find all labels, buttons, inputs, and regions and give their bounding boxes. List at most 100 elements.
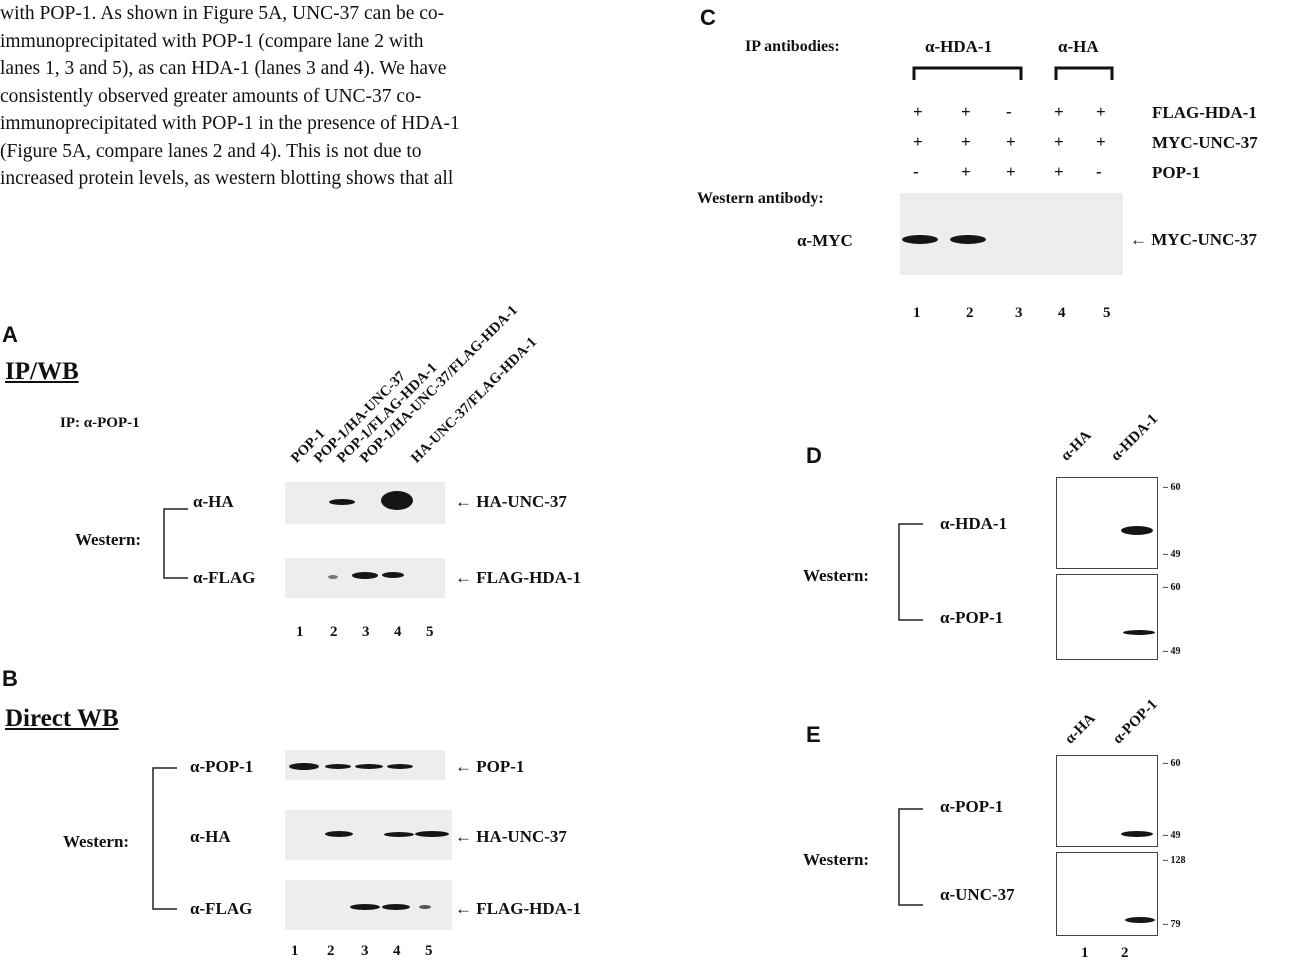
lane-number: 5	[1103, 305, 1111, 321]
band	[289, 763, 319, 770]
antibody-label: α-HDA-1	[940, 514, 1008, 533]
blot-b-ha	[285, 810, 452, 860]
lane-number: 2	[966, 305, 974, 321]
antibody-label: α-HA	[190, 827, 231, 846]
target-label: ← MYC-UNC-37	[1130, 230, 1258, 249]
mw-value: 128	[1170, 855, 1186, 866]
ip-group-bracket	[912, 66, 1023, 80]
band	[328, 575, 338, 579]
mw-value: 60	[1170, 482, 1181, 493]
condition-sign: +	[1006, 162, 1016, 181]
condition-name: MYC-UNC-37	[1152, 133, 1258, 152]
condition-sign: -	[1006, 102, 1012, 121]
condition-name: POP-1	[1152, 163, 1201, 182]
antibody-label: α-MYC	[797, 231, 853, 250]
lane-label: α-POP-1	[1109, 696, 1161, 748]
band	[381, 491, 413, 510]
target-name: HA-UNC-37	[476, 827, 567, 846]
antibody-label: α-POP-1	[940, 797, 1004, 816]
lane-number: 4	[393, 943, 401, 959]
mw-value: 49	[1170, 549, 1181, 560]
panel-a-bracket	[163, 508, 188, 579]
ip-antibodies-label: IP antibodies:	[745, 38, 840, 55]
panel-a-western-label: Western:	[75, 530, 142, 549]
band	[350, 904, 380, 910]
blot-b-pop1	[285, 750, 445, 780]
antibody-label: α-FLAG	[190, 899, 253, 918]
lane-number: 5	[426, 624, 434, 640]
condition-signs-row: - + + + -	[913, 162, 1123, 182]
target-name: FLAG-HDA-1	[476, 899, 582, 918]
band	[902, 235, 938, 244]
band	[1121, 831, 1153, 837]
condition-sign: +	[1054, 162, 1064, 181]
condition-sign: +	[1054, 102, 1064, 121]
lane-number: 2	[330, 624, 338, 640]
band	[1121, 526, 1153, 535]
band	[1123, 630, 1155, 635]
blot-d-hda1	[1056, 477, 1158, 569]
target-label: ← HA-UNC-37	[455, 827, 567, 846]
lane-label: α-HDA-1	[1107, 411, 1162, 465]
band	[419, 905, 431, 909]
lane-number: 1	[913, 305, 921, 321]
panel-e-letter: E	[806, 722, 821, 747]
panel-d-bracket	[898, 523, 923, 621]
condition-sign: +	[1096, 102, 1106, 121]
panel-e-western-label: Western:	[803, 850, 870, 869]
lane-label: α-HA	[1061, 710, 1099, 748]
antibody-label: α-POP-1	[940, 608, 1004, 627]
condition-sign: -	[1096, 162, 1102, 181]
lane-number: 3	[1015, 305, 1023, 321]
band	[387, 764, 413, 769]
antibody-label: α-UNC-37	[940, 885, 1015, 904]
paragraph-line: increased protein levels, as western blo…	[0, 168, 454, 189]
condition-sign: +	[1096, 132, 1106, 151]
target-label: ← FLAG-HDA-1	[455, 568, 582, 587]
lane-number: 4	[1058, 305, 1066, 321]
mw-marker: – 79	[1163, 919, 1181, 930]
band	[325, 831, 353, 837]
lane-number: 3	[362, 624, 370, 640]
blot-a-ha	[285, 482, 445, 524]
band	[352, 572, 378, 579]
paragraph-line: with POP-1. As shown in Figure 5A, UNC-3…	[0, 3, 445, 24]
lane-number: 5	[425, 943, 433, 959]
lane-number: 3	[361, 943, 369, 959]
mw-marker: – 60	[1163, 758, 1181, 769]
condition-sign: +	[961, 162, 971, 181]
ip-group-label: α-HDA-1	[925, 37, 993, 56]
antibody-label: α-HA	[193, 492, 234, 511]
target-label: ← FLAG-HDA-1	[455, 899, 582, 918]
western-antibody-label: Western antibody:	[697, 190, 824, 207]
band	[382, 904, 410, 910]
lane-number: 1	[296, 624, 304, 640]
panel-a-heading: IP/WB	[5, 358, 79, 385]
mw-value: 60	[1170, 758, 1181, 769]
panel-a-ip-label: IP: α-POP-1	[60, 415, 140, 431]
blot-e-unc37	[1056, 852, 1158, 936]
blot-e-pop1	[1056, 755, 1158, 847]
mw-value: 49	[1170, 830, 1181, 841]
blot-c-myc	[900, 193, 1123, 275]
panel-c-letter: C	[700, 5, 716, 30]
condition-sign: -	[913, 162, 919, 181]
paragraph-line: (Figure 5A, compare lanes 2 and 4). This…	[0, 140, 422, 162]
target-name: FLAG-HDA-1	[476, 568, 582, 587]
band	[415, 831, 449, 837]
condition-sign: +	[1054, 132, 1064, 151]
mw-marker: – 49	[1163, 549, 1181, 560]
band	[384, 832, 414, 837]
condition-sign: +	[961, 102, 971, 121]
lane-number: 2	[327, 943, 335, 959]
panel-b-western-label: Western:	[63, 832, 130, 851]
condition-sign: +	[1006, 132, 1016, 151]
target-name: HA-UNC-37	[476, 492, 567, 511]
panel-b-letter: B	[2, 666, 18, 691]
condition-signs-row: + + - + +	[913, 102, 1123, 122]
panel-b-heading: Direct WB	[5, 705, 119, 732]
band	[382, 572, 404, 578]
mw-value: 60	[1170, 582, 1181, 593]
blot-b-flag	[285, 880, 452, 930]
mw-marker: – 60	[1163, 582, 1181, 593]
